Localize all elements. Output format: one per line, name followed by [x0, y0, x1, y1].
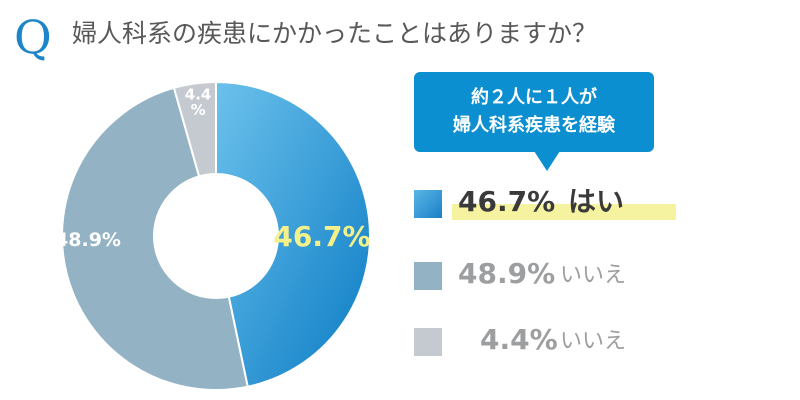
slice-label-yes: 46.7%: [273, 220, 370, 253]
question-title: 婦人科系の疾患にかかったことはありますか？: [72, 19, 598, 48]
donut-slices: [61, 80, 371, 391]
legend-highlight: [452, 204, 676, 220]
legend-percent-yes: 46.7%: [458, 185, 556, 218]
slice-yes: [215, 80, 371, 388]
legend-percent-other: 4.4%: [480, 323, 558, 356]
callout-pointer: [534, 151, 560, 171]
legend-label-yes: はい: [568, 185, 625, 218]
slice-label-no: 48.9%: [55, 229, 121, 251]
donut-labels: 46.7% 48.9% 4.4%: [55, 85, 371, 253]
legend-swatch-no: [414, 262, 446, 294]
legend-swatch-yes: [414, 190, 446, 222]
slice-other: [172, 80, 217, 178]
callout-box: 約２人に１人が 婦人科系疾患を経験: [414, 72, 654, 152]
legend-percent-no: 48.9%: [458, 257, 556, 290]
legend-label-no: いいえ: [560, 263, 627, 288]
slice-label-other: 4.4%: [185, 85, 212, 119]
callout-line-2: 婦人科系疾患を経験: [453, 115, 615, 136]
callout-line-1: 約２人に１人が: [471, 87, 597, 108]
legend-swatch-other: [414, 328, 446, 360]
q-icon: Q: [14, 10, 52, 64]
legend-label-other: いいえ: [560, 329, 627, 354]
slice-no: [61, 86, 249, 391]
